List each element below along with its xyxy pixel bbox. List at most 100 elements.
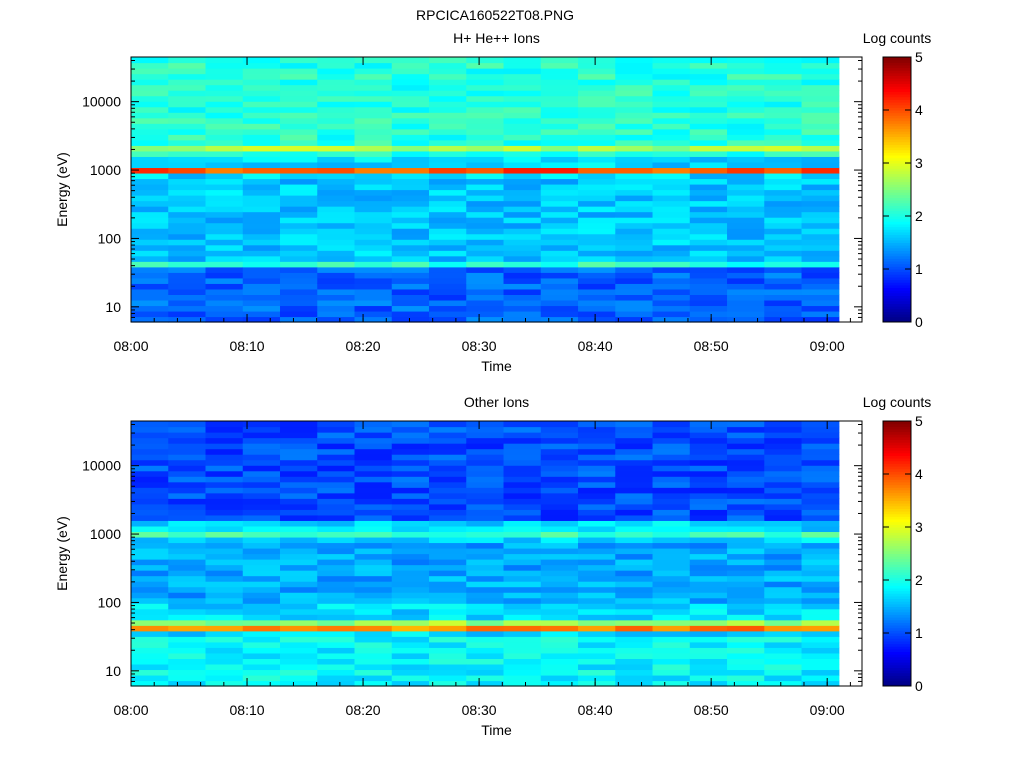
- spectrogram-cell: [205, 503, 244, 510]
- spectrogram-cell: [391, 432, 430, 439]
- spectrogram-cell: [503, 630, 542, 637]
- spectrogram-cell: [242, 172, 281, 180]
- spectrogram-cell: [391, 172, 430, 180]
- spectrogram-cell: [689, 266, 728, 273]
- spectrogram-cell: [168, 426, 207, 433]
- y-tick-label: 100: [98, 594, 122, 610]
- spectrogram-cell: [391, 514, 430, 521]
- spectrogram-cell: [503, 503, 542, 510]
- spectrogram-cell: [689, 200, 728, 207]
- spectrogram-cell: [652, 117, 691, 124]
- spectrogram-cell: [689, 614, 728, 621]
- spectrogram-cell: [280, 62, 318, 69]
- spectrogram-cell: [578, 625, 616, 632]
- spectrogram-cell: [503, 652, 542, 659]
- spectrogram-cell: [242, 217, 281, 224]
- spectrogram-cell: [205, 658, 244, 665]
- spectrogram-cell: [727, 641, 765, 648]
- spectrogram-cell: [689, 498, 728, 505]
- spectrogram-cell: [205, 73, 244, 80]
- spectrogram-cell: [242, 669, 281, 676]
- colorbar-segment: [883, 500, 911, 504]
- spectrogram-cell: [131, 189, 169, 196]
- spectrogram-cell: [466, 614, 505, 621]
- spectrogram-cell: [131, 586, 169, 593]
- spectrogram-cell: [205, 250, 244, 257]
- spectrogram-cell: [652, 509, 691, 516]
- spectrogram-cell: [168, 239, 207, 246]
- colorbar-segment: [883, 319, 911, 323]
- spectrogram-cell: [466, 658, 505, 665]
- colorbar-segment: [883, 247, 911, 251]
- spectrogram-cell: [764, 222, 803, 229]
- spectrogram-cell: [429, 178, 467, 185]
- panel-h-he-ions: 08:00 08:10 08:20 08:30 08:40 08:50 09:0010100…: [54, 30, 931, 374]
- spectrogram-cell: [689, 117, 728, 124]
- spectrogram-cell: [578, 575, 616, 582]
- spectrogram-cell: [280, 255, 318, 262]
- spectrogram-cell: [615, 641, 654, 648]
- spectrogram-cell: [727, 498, 765, 505]
- spectrogram-cell: [242, 481, 281, 488]
- spectrogram-cell: [205, 476, 244, 483]
- spectrogram-cell: [429, 547, 467, 555]
- spectrogram-cell: [391, 487, 430, 494]
- spectrogram-cell: [764, 492, 803, 499]
- spectrogram-cell: [764, 531, 803, 538]
- spectrogram-cell: [801, 525, 840, 533]
- colorbar-segment: [883, 439, 911, 443]
- spectrogram-cell: [540, 139, 579, 146]
- spectrogram-cell: [578, 636, 616, 643]
- spectrogram-cell: [131, 172, 169, 180]
- spectrogram-cell: [801, 145, 840, 152]
- spectrogram-cell: [727, 547, 765, 555]
- spectrogram-cell: [317, 459, 356, 466]
- spectrogram-cell: [727, 79, 765, 86]
- spectrogram-cell: [689, 674, 728, 682]
- spectrogram-cell: [131, 459, 169, 466]
- spectrogram-cell: [540, 161, 579, 169]
- spectrogram-cell: [727, 614, 765, 621]
- spectrogram-cell: [615, 531, 654, 538]
- spectrogram-cell: [689, 503, 728, 510]
- spectrogram-cell: [652, 73, 691, 80]
- spectrogram-cell: [280, 95, 318, 102]
- spectrogram-cell: [280, 636, 318, 643]
- spectrogram-cell: [466, 652, 505, 659]
- spectrogram-cell: [615, 288, 654, 295]
- spectrogram-cell: [391, 581, 430, 588]
- colorbar-segment: [883, 242, 911, 246]
- colorbar-segment: [883, 186, 911, 190]
- spectrogram-cell: [727, 156, 765, 163]
- spectrogram-cell: [131, 283, 169, 290]
- spectrogram-cell: [689, 123, 728, 130]
- spectrogram-cell: [391, 101, 430, 108]
- spectrogram-cell: [391, 134, 430, 141]
- colorbar-segment: [883, 447, 911, 451]
- spectrogram-cell: [801, 195, 840, 202]
- spectrogram-cell: [168, 128, 207, 135]
- spectrogram-cell: [429, 531, 467, 538]
- spectrogram-cell: [205, 581, 244, 588]
- spectrogram-cell: [466, 443, 505, 450]
- spectrogram-cell: [652, 432, 691, 439]
- spectrogram-cell: [205, 520, 244, 527]
- colorbar-segment: [883, 505, 911, 509]
- spectrogram-cell: [615, 459, 654, 466]
- spectrogram-cell: [615, 239, 654, 246]
- colorbar-segment: [883, 258, 911, 262]
- spectrogram-cell: [466, 195, 505, 202]
- spectrogram-cell: [131, 470, 169, 477]
- spectrogram-cell: [354, 239, 393, 246]
- colorbar-segment: [883, 176, 911, 180]
- spectrogram-cell: [652, 470, 691, 477]
- spectrogram-cell: [317, 294, 356, 301]
- y-tick-label: 100: [98, 230, 122, 246]
- spectrogram-cell: [652, 57, 691, 64]
- spectrogram-cell: [354, 514, 393, 521]
- spectrogram-cell: [242, 536, 281, 544]
- spectrogram-cell: [689, 509, 728, 516]
- spectrogram-cell: [503, 134, 542, 141]
- spectrogram-cell: [578, 520, 616, 527]
- spectrogram-cell: [578, 570, 616, 577]
